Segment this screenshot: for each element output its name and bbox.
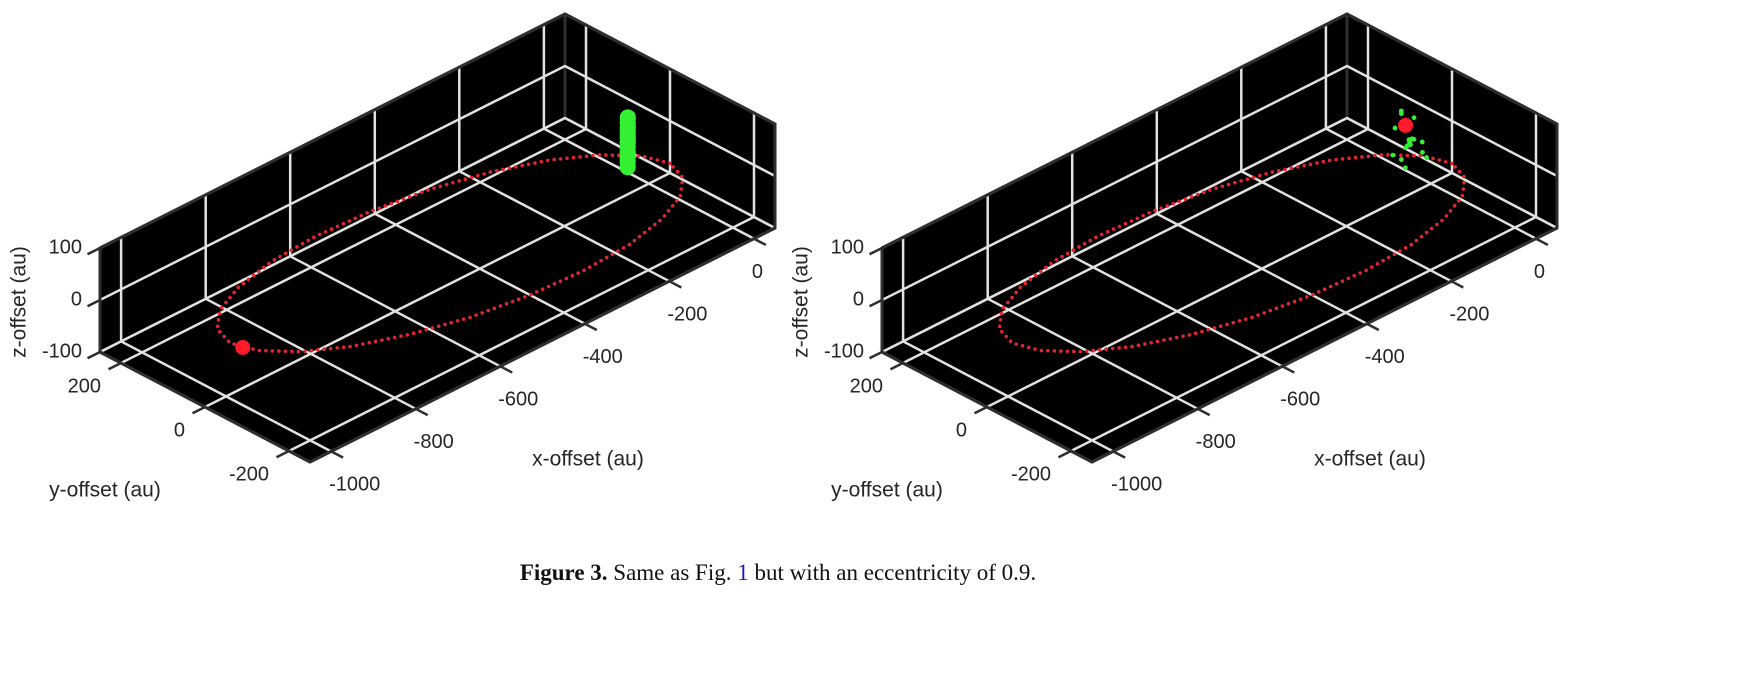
cloud-point xyxy=(1398,108,1404,114)
cloud-point xyxy=(1411,136,1417,142)
cloud-point xyxy=(619,110,636,127)
x-tick xyxy=(499,365,513,374)
y-tick xyxy=(973,405,988,415)
axes-edge xyxy=(881,226,1558,464)
z-tick-label: 0 xyxy=(71,288,82,310)
x-tick-label: -400 xyxy=(583,346,623,368)
axes-edge xyxy=(881,12,1559,250)
y-tick-label: 0 xyxy=(174,419,185,441)
x-tick xyxy=(1197,407,1211,417)
y-tick xyxy=(1057,449,1072,459)
z-tick xyxy=(868,246,883,256)
z-tick xyxy=(868,350,883,360)
x-tick xyxy=(584,322,598,332)
cloud-point xyxy=(1392,125,1398,131)
y-tick-label: 200 xyxy=(850,375,883,397)
z-tick-label: 100 xyxy=(49,236,82,258)
grid-line xyxy=(99,116,776,354)
z-tick xyxy=(86,246,101,256)
axes-edge xyxy=(99,12,777,250)
x-tick xyxy=(753,237,767,247)
x-tick-label: -600 xyxy=(1280,389,1320,411)
x-tick-label: -800 xyxy=(1196,431,1236,453)
cloud-point xyxy=(1403,165,1408,171)
x-tick xyxy=(668,280,682,289)
z-tick xyxy=(86,350,101,360)
z-axis-label: z-offset (au) xyxy=(790,246,813,358)
orbit-line xyxy=(997,152,1467,354)
y-axis-label: y-offset (au) xyxy=(831,479,943,502)
y-tick xyxy=(889,361,904,371)
x-tick-label: -1000 xyxy=(1111,474,1162,496)
y-tick xyxy=(275,449,290,459)
cloud-point xyxy=(1398,157,1404,162)
y-tick xyxy=(107,361,122,371)
x-tick-label: -200 xyxy=(1449,303,1489,325)
y-tick xyxy=(191,405,206,415)
z-tick-label: 0 xyxy=(853,288,864,310)
x-tick xyxy=(415,407,429,417)
cloud-point xyxy=(1403,145,1408,151)
x-tick-label: 0 xyxy=(1534,261,1545,283)
z-tick xyxy=(868,298,883,308)
x-tick-label: -200 xyxy=(667,303,707,325)
grid-line xyxy=(881,64,1558,302)
x-axis-label: x-offset (au) xyxy=(1314,448,1426,471)
x-tick-label: -800 xyxy=(414,431,454,453)
grid-line xyxy=(99,64,776,302)
z-tick-label: -100 xyxy=(824,340,864,362)
y-tick-label: -200 xyxy=(1011,463,1051,485)
body-marker xyxy=(235,340,251,356)
caption-label: Figure 3. xyxy=(519,560,608,585)
x-tick xyxy=(1450,280,1464,289)
x-tick-label: -1000 xyxy=(329,474,380,496)
cloud-point xyxy=(1424,155,1429,160)
caption-text: but with an eccentricity of 0.9. xyxy=(754,560,1037,585)
cloud-point xyxy=(1411,115,1417,121)
y-tick-label: 200 xyxy=(68,375,101,397)
cloud-point xyxy=(1419,139,1425,145)
y-tick-label: 0 xyxy=(956,419,967,441)
z-tick xyxy=(86,298,101,308)
x-tick xyxy=(1535,237,1549,247)
x-tick-label: 0 xyxy=(752,261,763,283)
cloud-point xyxy=(1420,149,1425,155)
x-tick xyxy=(1366,322,1380,332)
caption-ref[interactable]: 1 xyxy=(737,560,749,585)
x-tick xyxy=(1112,450,1126,459)
y-tick-label: -200 xyxy=(229,463,269,485)
y-axis-label: y-offset (au) xyxy=(49,479,161,502)
axes-edge xyxy=(99,226,776,464)
z-axis-label: z-offset (au) xyxy=(8,246,31,358)
orbit-line xyxy=(215,152,685,354)
body-marker xyxy=(1398,117,1414,133)
x-tick-label: -600 xyxy=(498,389,538,411)
caption: Figure 3. Same as Fig. 1 but with an ecc… xyxy=(0,560,1556,586)
caption-text: Same as Fig. xyxy=(613,560,732,585)
z-tick-label: -100 xyxy=(42,340,82,362)
x-tick xyxy=(1281,365,1295,374)
grid-line xyxy=(881,116,1558,354)
cloud-point xyxy=(1390,152,1396,158)
z-tick-label: 100 xyxy=(831,236,864,258)
x-axis-label: x-offset (au) xyxy=(532,448,644,471)
x-tick xyxy=(330,450,344,459)
x-tick-label: -400 xyxy=(1365,346,1405,368)
